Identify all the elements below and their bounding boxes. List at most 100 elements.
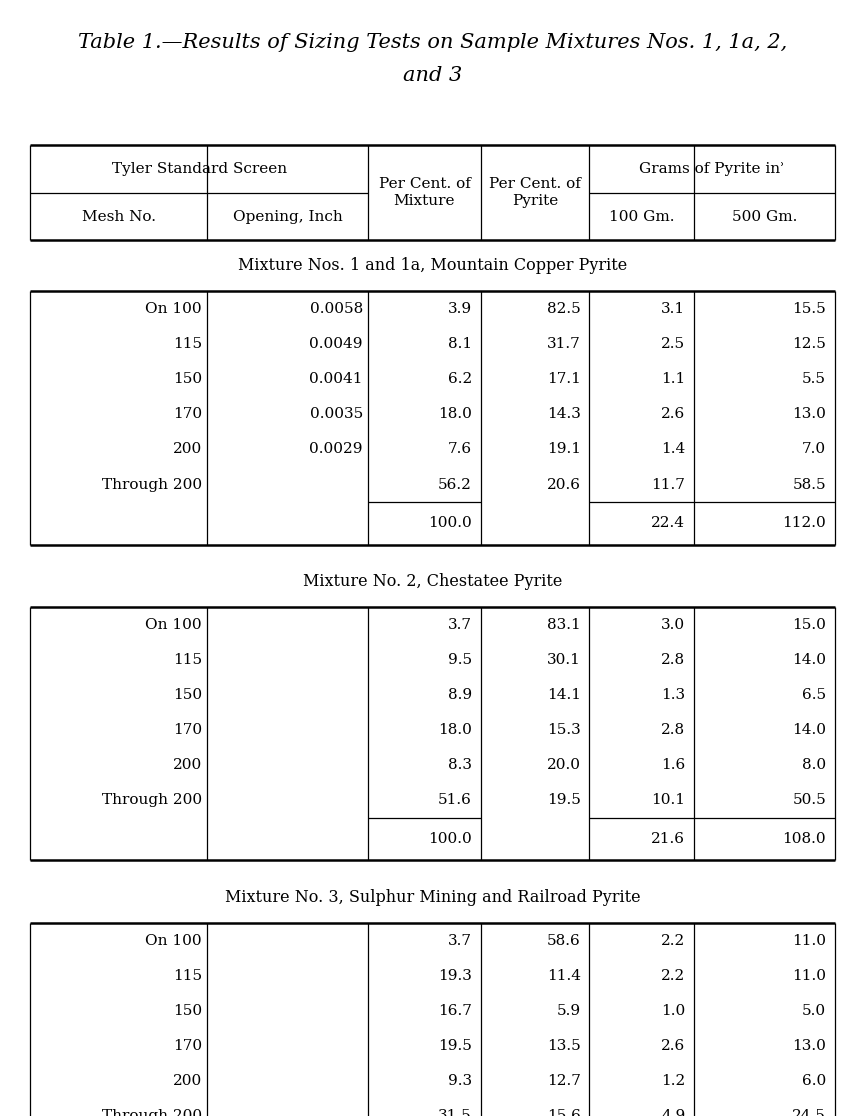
Text: 14.3: 14.3	[547, 407, 580, 422]
Text: 19.5: 19.5	[547, 793, 580, 808]
Text: 51.6: 51.6	[439, 793, 472, 808]
Text: 3.7: 3.7	[448, 617, 472, 632]
Text: Mesh No.: Mesh No.	[82, 210, 156, 223]
Text: 9.3: 9.3	[448, 1074, 472, 1088]
Text: 0.0058: 0.0058	[310, 301, 363, 316]
Text: On 100: On 100	[145, 617, 202, 632]
Text: 115: 115	[173, 653, 202, 667]
Text: Through 200: Through 200	[102, 1109, 202, 1116]
Text: and 3: and 3	[403, 66, 462, 86]
Text: 7.0: 7.0	[802, 442, 826, 456]
Text: 7.6: 7.6	[448, 442, 472, 456]
Text: 2.2: 2.2	[661, 969, 685, 983]
Text: Mixture No. 2, Chestatee Pyrite: Mixture No. 2, Chestatee Pyrite	[303, 573, 562, 590]
Text: 11.0: 11.0	[792, 969, 826, 983]
Text: 19.3: 19.3	[439, 969, 472, 983]
Text: 8.9: 8.9	[448, 687, 472, 702]
Text: 11.0: 11.0	[792, 933, 826, 947]
Text: 31.7: 31.7	[547, 337, 580, 352]
Text: 150: 150	[173, 1003, 202, 1018]
Text: 30.1: 30.1	[547, 653, 580, 667]
Text: 5.9: 5.9	[556, 1003, 580, 1018]
Text: 0.0041: 0.0041	[310, 372, 363, 386]
Text: 12.7: 12.7	[547, 1074, 580, 1088]
Text: Tyler Standard Screen: Tyler Standard Screen	[112, 162, 287, 176]
Text: Through 200: Through 200	[102, 793, 202, 808]
Text: 12.5: 12.5	[792, 337, 826, 352]
Text: 83.1: 83.1	[547, 617, 580, 632]
Text: 115: 115	[173, 337, 202, 352]
Text: On 100: On 100	[145, 933, 202, 947]
Text: 13.5: 13.5	[547, 1039, 580, 1054]
Text: 4.9: 4.9	[661, 1109, 685, 1116]
Text: 150: 150	[173, 687, 202, 702]
Text: On 100: On 100	[145, 301, 202, 316]
Text: 31.5: 31.5	[439, 1109, 472, 1116]
Text: Mixture Nos. 1 and 1a, Mountain Copper Pyrite: Mixture Nos. 1 and 1a, Mountain Copper P…	[238, 257, 627, 275]
Text: 1.1: 1.1	[661, 372, 685, 386]
Text: 2.2: 2.2	[661, 933, 685, 947]
Text: 1.0: 1.0	[661, 1003, 685, 1018]
Text: 0.0035: 0.0035	[310, 407, 363, 422]
Text: Per Cent. of
Mixture: Per Cent. of Mixture	[379, 177, 471, 208]
Text: 200: 200	[173, 758, 202, 772]
Text: 18.0: 18.0	[439, 407, 472, 422]
Text: 11.7: 11.7	[651, 478, 685, 492]
Text: 500 Gm.: 500 Gm.	[732, 210, 797, 223]
Text: 14.0: 14.0	[792, 653, 826, 667]
Text: 24.5: 24.5	[792, 1109, 826, 1116]
Text: 2.6: 2.6	[661, 407, 685, 422]
Text: 16.7: 16.7	[439, 1003, 472, 1018]
Text: 100 Gm.: 100 Gm.	[609, 210, 675, 223]
Text: 15.3: 15.3	[547, 723, 580, 738]
Text: 13.0: 13.0	[792, 407, 826, 422]
Text: 112.0: 112.0	[782, 517, 826, 530]
Text: 9.5: 9.5	[448, 653, 472, 667]
Text: 2.8: 2.8	[661, 723, 685, 738]
Text: 8.3: 8.3	[448, 758, 472, 772]
Text: Table 1.—Results of Sizing Tests on Sample Mixtures Nos. 1, 1a, 2,: Table 1.—Results of Sizing Tests on Samp…	[78, 32, 787, 52]
Text: 11.4: 11.4	[547, 969, 580, 983]
Text: 100.0: 100.0	[428, 517, 472, 530]
Text: 170: 170	[173, 1039, 202, 1054]
Text: 2.5: 2.5	[661, 337, 685, 352]
Text: 20.0: 20.0	[547, 758, 580, 772]
Text: 3.7: 3.7	[448, 933, 472, 947]
Text: 108.0: 108.0	[783, 833, 826, 846]
Text: 115: 115	[173, 969, 202, 983]
Text: 17.1: 17.1	[547, 372, 580, 386]
Text: 10.1: 10.1	[651, 793, 685, 808]
Text: 1.4: 1.4	[661, 442, 685, 456]
Text: 19.5: 19.5	[439, 1039, 472, 1054]
Text: 170: 170	[173, 723, 202, 738]
Text: 8.1: 8.1	[448, 337, 472, 352]
Text: 58.5: 58.5	[792, 478, 826, 492]
Text: 2.8: 2.8	[661, 653, 685, 667]
Text: 22.4: 22.4	[651, 517, 685, 530]
Text: 18.0: 18.0	[439, 723, 472, 738]
Text: 50.5: 50.5	[792, 793, 826, 808]
Text: Per Cent. of
Pyrite: Per Cent. of Pyrite	[489, 177, 581, 208]
Text: 2.6: 2.6	[661, 1039, 685, 1054]
Text: 5.0: 5.0	[802, 1003, 826, 1018]
Text: 15.6: 15.6	[547, 1109, 580, 1116]
Text: 100.0: 100.0	[428, 833, 472, 846]
Text: 21.6: 21.6	[651, 833, 685, 846]
Text: 15.5: 15.5	[792, 301, 826, 316]
Text: 3.0: 3.0	[661, 617, 685, 632]
Text: 20.6: 20.6	[547, 478, 580, 492]
Text: 5.5: 5.5	[802, 372, 826, 386]
Text: 170: 170	[173, 407, 202, 422]
Text: 1.2: 1.2	[661, 1074, 685, 1088]
Text: 0.0029: 0.0029	[310, 442, 363, 456]
Text: 56.2: 56.2	[439, 478, 472, 492]
Text: 19.1: 19.1	[547, 442, 580, 456]
Text: 13.0: 13.0	[792, 1039, 826, 1054]
Text: Grams of Pyrite inʾ: Grams of Pyrite inʾ	[639, 162, 785, 176]
Text: Mixture No. 3, Sulphur Mining and Railroad Pyrite: Mixture No. 3, Sulphur Mining and Railro…	[225, 888, 640, 906]
Text: 1.3: 1.3	[661, 687, 685, 702]
Text: Opening, Inch: Opening, Inch	[233, 210, 343, 223]
Text: 14.0: 14.0	[792, 723, 826, 738]
Text: 58.6: 58.6	[547, 933, 580, 947]
Text: 200: 200	[173, 442, 202, 456]
